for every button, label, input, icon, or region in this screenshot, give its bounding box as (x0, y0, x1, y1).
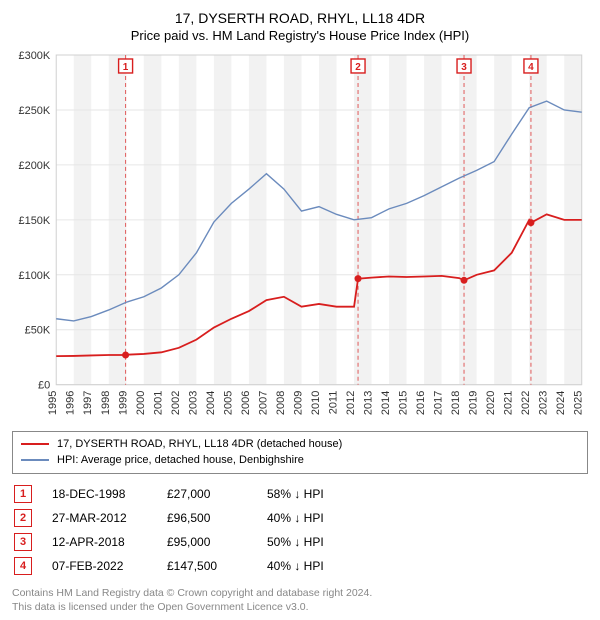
svg-text:1995: 1995 (47, 391, 59, 415)
legend-swatch (21, 459, 49, 461)
svg-text:2005: 2005 (222, 391, 234, 415)
marker-pct: 50% ↓ HPI (267, 535, 357, 549)
marker-date: 12-APR-2018 (52, 535, 147, 549)
svg-text:£250K: £250K (19, 105, 51, 117)
svg-text:£0: £0 (38, 380, 50, 392)
svg-text:£50K: £50K (25, 325, 51, 337)
legend-row: 17, DYSERTH ROAD, RHYL, LL18 4DR (detach… (21, 436, 579, 453)
marker-row: 1 18-DEC-1998 £27,000 58% ↓ HPI (12, 482, 588, 506)
marker-pct: 58% ↓ HPI (267, 487, 357, 501)
marker-price: £95,000 (167, 535, 247, 549)
marker-badge: 3 (14, 533, 32, 551)
marker-price: £96,500 (167, 511, 247, 525)
marker-badge: 4 (14, 557, 32, 575)
svg-text:2021: 2021 (503, 391, 515, 415)
svg-text:2024: 2024 (555, 391, 567, 415)
legend-swatch (21, 443, 49, 445)
svg-text:2022: 2022 (520, 391, 532, 415)
title-sub: Price paid vs. HM Land Registry's House … (12, 28, 588, 43)
svg-text:2018: 2018 (450, 391, 462, 415)
svg-text:1999: 1999 (117, 391, 129, 415)
svg-text:2025: 2025 (573, 391, 585, 415)
legend-label: HPI: Average price, detached house, Denb… (57, 452, 304, 469)
marker-pct: 40% ↓ HPI (267, 511, 357, 525)
svg-text:2014: 2014 (380, 391, 392, 415)
svg-text:1997: 1997 (82, 391, 94, 415)
marker-date: 27-MAR-2012 (52, 511, 147, 525)
svg-text:2010: 2010 (310, 391, 322, 415)
svg-text:2015: 2015 (398, 391, 410, 415)
svg-text:2001: 2001 (152, 391, 164, 415)
marker-date: 18-DEC-1998 (52, 487, 147, 501)
svg-text:2004: 2004 (205, 391, 217, 415)
svg-text:2017: 2017 (433, 391, 445, 415)
markers-table: 1 18-DEC-1998 £27,000 58% ↓ HPI 2 27-MAR-2012… (12, 482, 588, 578)
svg-text:2008: 2008 (275, 391, 287, 415)
svg-text:4: 4 (528, 62, 534, 73)
svg-text:2009: 2009 (292, 391, 304, 415)
marker-row: 2 27-MAR-2012 £96,500 40% ↓ HPI (12, 506, 588, 530)
svg-text:2011: 2011 (327, 391, 339, 415)
svg-text:2003: 2003 (187, 391, 199, 415)
svg-text:3: 3 (461, 62, 467, 73)
legend-label: 17, DYSERTH ROAD, RHYL, LL18 4DR (detach… (57, 436, 342, 453)
marker-badge: 1 (14, 485, 32, 503)
svg-text:2002: 2002 (170, 391, 182, 415)
svg-text:£100K: £100K (19, 270, 51, 282)
svg-text:2: 2 (355, 62, 361, 73)
svg-text:2023: 2023 (538, 391, 550, 415)
footer-line-2: This data is licensed under the Open Gov… (12, 600, 588, 614)
footer-line-1: Contains HM Land Registry data © Crown c… (12, 586, 588, 600)
svg-text:2007: 2007 (257, 391, 269, 415)
svg-text:£300K: £300K (19, 50, 51, 62)
svg-text:2006: 2006 (240, 391, 252, 415)
svg-text:2016: 2016 (415, 391, 427, 415)
legend: 17, DYSERTH ROAD, RHYL, LL18 4DR (detach… (12, 431, 588, 474)
svg-text:2012: 2012 (345, 391, 357, 415)
chart-svg: £0 £50K £100K £150K £200K £250K £300K 1995 1996 1… (12, 49, 588, 425)
svg-text:2013: 2013 (363, 391, 375, 415)
title-main: 17, DYSERTH ROAD, RHYL, LL18 4DR (12, 10, 588, 26)
chart-container: 17, DYSERTH ROAD, RHYL, LL18 4DR Price p… (0, 0, 600, 620)
svg-text:2019: 2019 (468, 391, 480, 415)
marker-row: 4 07-FEB-2022 £147,500 40% ↓ HPI (12, 554, 588, 578)
marker-badge: 2 (14, 509, 32, 527)
marker-pct: 40% ↓ HPI (267, 559, 357, 573)
svg-text:1: 1 (123, 62, 129, 73)
marker-price: £147,500 (167, 559, 247, 573)
marker-price: £27,000 (167, 487, 247, 501)
marker-date: 07-FEB-2022 (52, 559, 147, 573)
titles: 17, DYSERTH ROAD, RHYL, LL18 4DR Price p… (12, 10, 588, 49)
svg-text:£150K: £150K (19, 215, 51, 227)
svg-text:2000: 2000 (135, 391, 147, 415)
svg-text:1996: 1996 (65, 391, 77, 415)
footer-attribution: Contains HM Land Registry data © Crown c… (12, 586, 588, 614)
svg-text:2020: 2020 (485, 391, 497, 415)
marker-row: 3 12-APR-2018 £95,000 50% ↓ HPI (12, 530, 588, 554)
chart-area: £0 £50K £100K £150K £200K £250K £300K 1995 1996 1… (12, 49, 588, 425)
svg-text:£200K: £200K (19, 160, 51, 172)
svg-text:1998: 1998 (100, 391, 112, 415)
legend-row: HPI: Average price, detached house, Denb… (21, 452, 579, 469)
